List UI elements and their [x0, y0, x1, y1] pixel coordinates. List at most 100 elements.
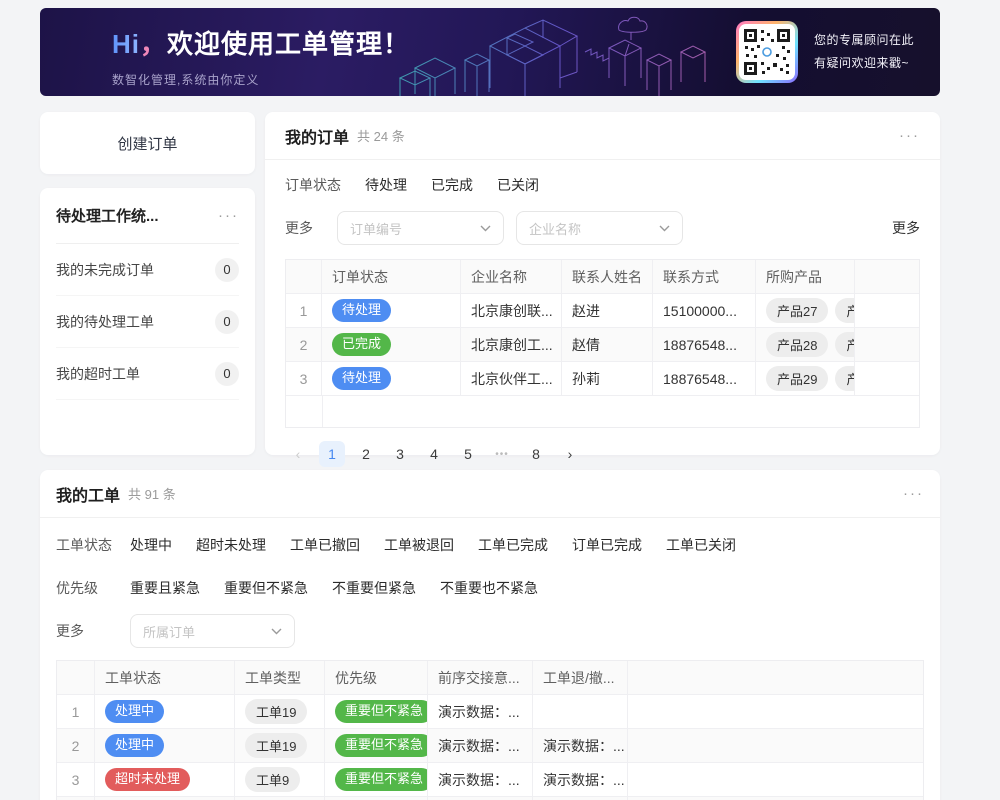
row-index: 3 — [57, 763, 95, 796]
tickets-panel-title: 我的工单 — [56, 487, 121, 505]
row-index: 2 — [286, 328, 322, 361]
more-filter-label: 更多 — [56, 623, 84, 639]
company-cell: 北京康创工... — [461, 328, 562, 361]
more-link[interactable]: 更多 — [892, 220, 920, 236]
priority-not-important-urgent[interactable]: 不重要但紧急 — [332, 580, 416, 596]
create-order-button[interactable]: 创建订单 — [40, 112, 255, 174]
page-8[interactable]: 8 — [532, 446, 540, 462]
ticket-type-pill: 工单19 — [245, 733, 308, 758]
filter-option-ticket-completed[interactable]: 工单已完成 — [478, 537, 548, 553]
more-menu-icon[interactable]: ··· — [903, 485, 924, 502]
col-products: 所购产品 — [756, 260, 855, 293]
isometric-decoration — [398, 16, 707, 96]
ticket-row-2[interactable]: 2 处理中 工单19 重要但不紧急 演示数据：... 演示数据：... — [57, 729, 923, 763]
order-row-2[interactable]: 2 已完成 北京康创工... 赵倩 18876548... 产品28产 — [286, 328, 919, 362]
page-4[interactable]: 4 — [430, 446, 438, 462]
ticket-row-4[interactable]: 4 工单已撤回 工单16 重要但不紧急 演示数据：... 演示数据：... — [57, 797, 923, 800]
page-1[interactable]: 1 — [319, 441, 345, 467]
chevron-down-icon — [271, 628, 282, 634]
ticket-type-pill: 工单19 — [245, 699, 308, 724]
order-status-filter-label: 订单状态 — [285, 177, 341, 193]
orders-count: 共 24 条 — [357, 129, 405, 144]
filter-option-completed[interactable]: 已完成 — [431, 177, 473, 193]
orders-table-header-row: 订单状态 企业名称 联系人姓名 联系方式 所购产品 — [286, 260, 919, 294]
filter-option-ticket-closed[interactable]: 工单已关闭 — [666, 537, 736, 553]
priority-not-important-not-urgent[interactable]: 不重要也不紧急 — [440, 580, 538, 596]
company-name-select[interactable]: 企业名称 — [516, 211, 683, 245]
priority-important-urgent[interactable]: 重要且紧急 — [130, 580, 200, 596]
orders-panel-title: 我的订单 — [285, 129, 350, 147]
filter-option-returned[interactable]: 工单被退回 — [384, 537, 454, 553]
my-orders-panel: 我的订单 共 24 条 ··· 订单状态 待处理 已完成 已关闭 更多 订单编号… — [265, 112, 940, 467]
filter-option-overdue[interactable]: 超时未处理 — [196, 537, 266, 553]
ticket-type-pill: 工单9 — [245, 767, 301, 792]
priority-badge: 重要但不紧急 — [335, 734, 427, 757]
filter-option-withdrawn[interactable]: 工单已撤回 — [290, 537, 360, 553]
order-number-select[interactable]: 订单编号 — [337, 211, 504, 245]
row-index: 1 — [286, 294, 322, 327]
more-menu-icon[interactable]: ··· — [218, 207, 239, 224]
banner-title: Hi，欢迎使用工单管理！ — [112, 24, 410, 61]
filter-option-pending[interactable]: 待处理 — [365, 177, 407, 193]
company-cell: 北京伙伴工... — [461, 362, 562, 395]
status-badge-pending: 待处理 — [332, 299, 392, 322]
stat-row-unfinished-orders[interactable]: 我的未完成订单 0 — [56, 244, 239, 296]
row-index: 1 — [57, 695, 95, 728]
stat-row-pending-tickets[interactable]: 我的待处理工单 0 — [56, 296, 239, 348]
company-cell: 北京康创联... — [461, 294, 562, 327]
page-2[interactable]: 2 — [362, 446, 370, 462]
contact-cell: 赵进 — [562, 294, 653, 327]
status-badge-processing: 处理中 — [105, 700, 165, 723]
status-badge-overdue: 超时未处理 — [105, 768, 191, 791]
page-3[interactable]: 3 — [396, 446, 404, 462]
product-pill-truncated: 产 — [835, 298, 854, 323]
order-row-3[interactable]: 3 待处理 北京伙伴工... 孙莉 18876548... 产品29产 — [286, 362, 919, 396]
stat-label: 我的待处理工单 — [56, 313, 154, 330]
col-ticket-type: 工单类型 — [235, 661, 325, 694]
status-badge-pending: 待处理 — [332, 367, 392, 390]
priority-badge: 重要但不紧急 — [335, 700, 427, 723]
col-company: 企业名称 — [461, 260, 562, 293]
row-index: 3 — [286, 362, 322, 395]
filter-option-processing[interactable]: 处理中 — [130, 537, 172, 553]
contact-cell: 孙莉 — [562, 362, 653, 395]
priority-badge: 重要但不紧急 — [335, 768, 427, 791]
banner-subtitle: 数智化管理,系统由你定义 — [112, 73, 260, 87]
col-contact: 联系人姓名 — [562, 260, 653, 293]
parent-order-select[interactable]: 所属订单 — [130, 614, 295, 648]
priority-filter-label: 优先级 — [56, 580, 98, 596]
row-index: 2 — [57, 729, 95, 762]
chevron-down-icon — [659, 225, 670, 231]
phone-cell: 15100000... — [653, 294, 756, 327]
phone-cell: 18876548... — [653, 328, 756, 361]
status-badge-processing: 处理中 — [105, 734, 165, 757]
qr-pattern — [743, 29, 790, 75]
priority-important-not-urgent[interactable]: 重要但不紧急 — [224, 580, 308, 596]
col-ticket-status: 工单状态 — [95, 661, 235, 694]
more-menu-icon[interactable]: ··· — [899, 127, 920, 144]
more-filter-label: 更多 — [285, 220, 313, 236]
order-row-1[interactable]: 1 待处理 北京康创联... 赵进 15100000... 产品27产 — [286, 294, 919, 328]
ticket-row-3[interactable]: 3 超时未处理 工单9 重要但不紧急 演示数据：... 演示数据：... — [57, 763, 923, 797]
col-priority: 优先级 — [325, 661, 428, 694]
banner-comma: ， — [140, 29, 168, 59]
withdraw-cell: 演示数据：... — [533, 729, 628, 762]
table-empty-area — [286, 396, 919, 428]
stat-label: 我的未完成订单 — [56, 261, 154, 278]
page-ellipsis[interactable]: ••• — [495, 448, 509, 460]
consultant-qr-code — [735, 21, 798, 83]
filter-option-order-completed[interactable]: 订单已完成 — [572, 537, 642, 553]
product-pill-truncated: 产 — [835, 366, 854, 391]
page-5[interactable]: 5 — [464, 446, 472, 462]
filter-option-closed[interactable]: 已关闭 — [497, 177, 539, 193]
contact-cell: 赵倩 — [562, 328, 653, 361]
stat-row-overdue-tickets[interactable]: 我的超时工单 0 — [56, 348, 239, 400]
row-index: 4 — [57, 797, 95, 800]
next-page-button[interactable]: › — [567, 446, 573, 462]
qr-caption: 您的专属顾问在此 有疑问欢迎来戳~ — [813, 33, 914, 70]
col-withdraw: 工单退/撤... — [533, 661, 628, 694]
product-pill-truncated: 产 — [835, 332, 854, 357]
ticket-row-1[interactable]: 1 处理中 工单19 重要但不紧急 演示数据：... — [57, 695, 923, 729]
tickets-count: 共 91 条 — [128, 487, 176, 502]
prev-page-button[interactable]: ‹ — [295, 446, 301, 462]
